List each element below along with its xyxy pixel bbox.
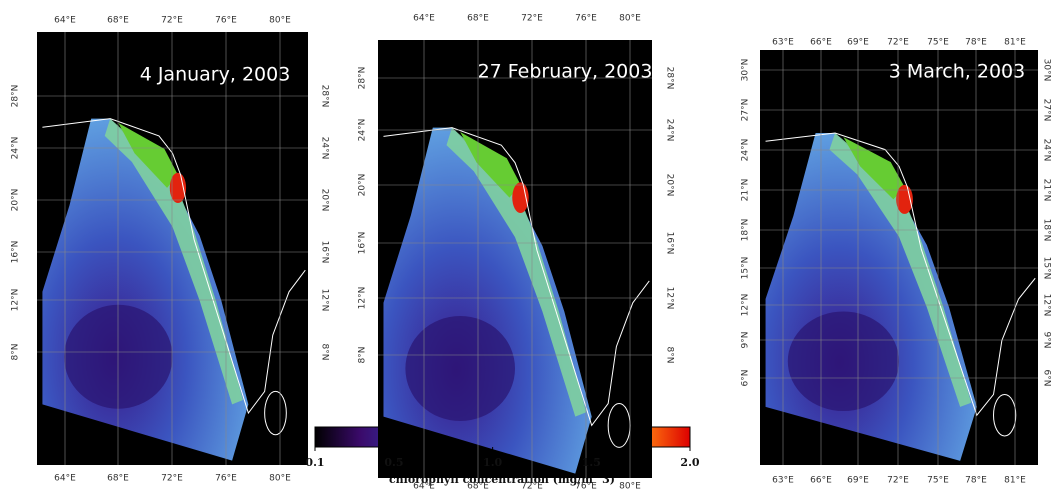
lon-label-top: 69°E [847,38,869,48]
coastal-band [104,118,243,405]
lat-label-right: 20°N [665,174,675,197]
lon-label-bottom: 69°E [847,476,869,486]
lat-label-left: 24°N [741,139,751,162]
lon-label-top: 81°E [1004,38,1026,48]
lon-label-top: 76°E [215,16,237,26]
lat-label-right: 28°N [320,85,330,108]
lon-label-bottom: 72°E [887,476,909,486]
coastal-green [843,137,905,200]
coastal-green [460,131,521,198]
lat-label-right: 15°N [1042,257,1052,280]
lat-label-right: 27°N [1042,99,1052,122]
coastline [42,118,306,415]
colorbar-tick-label: 2.0 [680,456,699,469]
lat-label-right: 24°N [665,119,675,142]
lat-label-right: 30°N [1042,59,1052,82]
lon-label-top: 64°E [413,14,435,24]
lon-label-top: 68°E [467,14,489,24]
coastal-band [829,133,972,407]
lat-label-right: 28°N [665,67,675,90]
lon-label-top: 80°E [619,14,641,24]
lat-label-left: 20°N [358,174,368,197]
lat-label-left: 27°N [741,99,751,122]
lon-label-top: 68°E [107,16,129,26]
lat-label-right: 12°N [665,287,675,310]
lat-label-right: 12°N [320,289,330,312]
lat-label-right: 16°N [665,232,675,255]
lat-label-left: 20°N [11,189,21,212]
panel-title: 4 January, 2003 [140,64,291,86]
lon-label-bottom: 81°E [1004,476,1026,486]
lat-label-right: 6°N [1042,370,1052,387]
lon-label-top: 75°E [927,38,949,48]
lat-label-left: 28°N [358,67,368,90]
lon-label-bottom: 78°E [965,476,987,486]
sri-lanka [264,390,287,436]
lat-label-left: 28°N [11,85,21,108]
lon-label-bottom: 80°E [619,482,641,491]
coastline [765,132,1036,417]
panel-title: 27 February, 2003 [478,61,653,83]
lon-label-bottom: 76°E [215,474,237,484]
lon-label-top: 66°E [810,38,832,48]
lon-label-bottom: 66°E [810,476,832,486]
lon-label-top: 72°E [887,38,909,48]
lon-label-bottom: 68°E [107,474,129,484]
lon-label-bottom: 64°E [54,474,76,484]
lat-label-left: 21°N [741,179,751,202]
lat-label-left: 9°N [741,332,751,349]
lat-label-left: 8°N [11,344,21,361]
lat-label-left: 18°N [741,219,751,242]
coastline [383,127,650,427]
lat-label-right: 8°N [665,347,675,364]
sri-lanka [993,393,1017,437]
coastal-green [118,122,178,188]
lat-label-right: 8°N [320,344,330,361]
lat-label-right: 9°N [1042,332,1052,349]
low-chlorophyll-patch [405,315,515,422]
lon-label-bottom: 72°E [521,482,543,491]
lat-label-left: 24°N [358,119,368,142]
lon-label-bottom: 75°E [927,476,949,486]
lat-label-right: 21°N [1042,179,1052,202]
lon-label-top: 80°E [269,16,291,26]
panel-title: 3 March, 2003 [889,61,1025,83]
lat-label-left: 15°N [741,257,751,280]
lat-label-left: 12°N [358,287,368,310]
lat-label-right: 12°N [1042,294,1052,317]
lat-label-left: 16°N [11,241,21,264]
lat-label-left: 24°N [11,137,21,160]
low-chlorophyll-patch [787,311,900,412]
lon-label-top: 63°E [772,38,794,48]
lat-label-left: 16°N [358,232,368,255]
lat-label-right: 16°N [320,241,330,264]
lon-label-top: 72°E [161,16,183,26]
lat-label-right: 18°N [1042,219,1052,242]
lon-label-bottom: 64°E [413,482,435,491]
lon-label-bottom: 72°E [161,474,183,484]
colorbar-tick-label: 0.5 [384,456,403,469]
lon-label-bottom: 63°E [772,476,794,486]
coastal-band [446,127,587,417]
low-chlorophyll-patch [64,304,173,409]
colorbar-tick-label: 0.1 [305,456,324,469]
lat-label-left: 8°N [358,347,368,364]
lat-label-left: 6°N [741,370,751,387]
lat-label-left: 30°N [741,59,751,82]
lat-label-left: 12°N [11,289,21,312]
lat-label-right: 24°N [1042,139,1052,162]
lon-label-bottom: 76°E [575,482,597,491]
lat-label-right: 24°N [320,137,330,160]
colorbar-tick-label: 1.5 [582,456,601,469]
lat-label-left: 12°N [741,294,751,317]
lat-label-right: 20°N [320,189,330,212]
lon-label-top: 76°E [575,14,597,24]
lon-label-top: 78°E [965,38,987,48]
lon-label-bottom: 68°E [467,482,489,491]
colorbar-tick-label: 1.0 [483,456,502,469]
lon-label-top: 64°E [54,16,76,26]
lon-label-bottom: 80°E [269,474,291,484]
lon-label-top: 72°E [521,14,543,24]
